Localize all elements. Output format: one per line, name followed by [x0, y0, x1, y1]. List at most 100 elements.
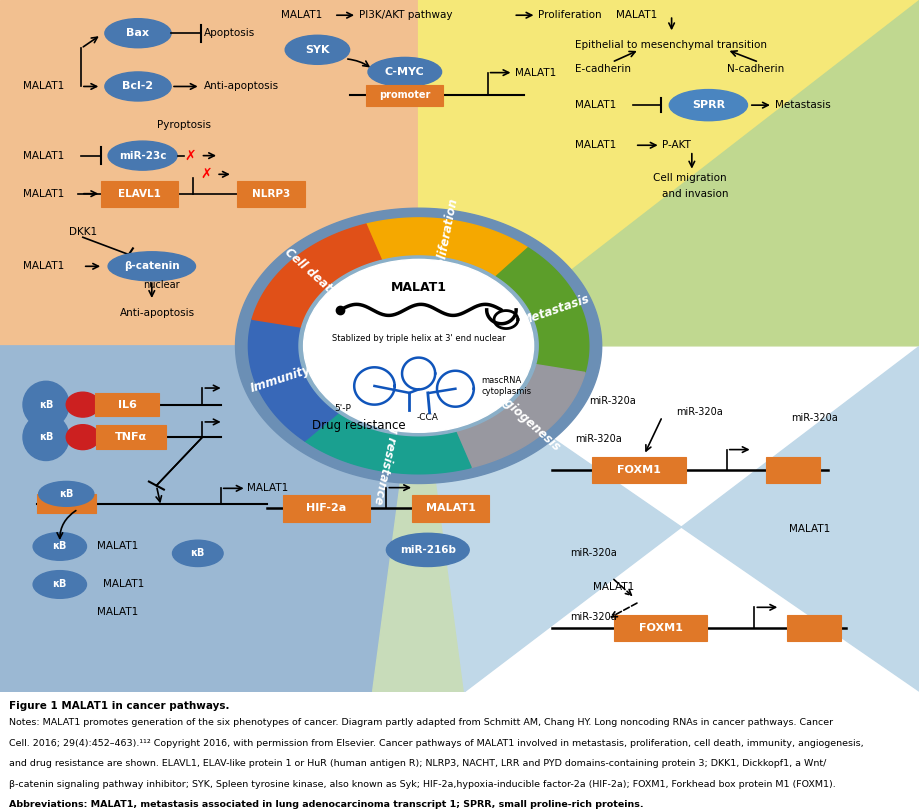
Text: Pyroptosis: Pyroptosis — [157, 120, 210, 129]
FancyBboxPatch shape — [787, 615, 841, 642]
Text: MALAT1: MALAT1 — [616, 11, 657, 20]
FancyBboxPatch shape — [283, 495, 369, 522]
FancyBboxPatch shape — [96, 426, 165, 449]
Text: Drug resistance: Drug resistance — [312, 419, 405, 432]
Text: MALAT1: MALAT1 — [96, 607, 138, 617]
Text: Proliferation: Proliferation — [432, 197, 460, 281]
Ellipse shape — [669, 90, 747, 121]
Text: Apoptosis: Apoptosis — [204, 28, 255, 38]
Text: κB: κB — [59, 489, 74, 499]
Text: Proliferation: Proliferation — [538, 11, 601, 20]
FancyBboxPatch shape — [96, 393, 159, 417]
Text: miR-216b: miR-216b — [400, 545, 455, 555]
Text: β-catenin signaling pathway inhibitor; SYK, Spleen tyrosine kinase, also known a: β-catenin signaling pathway inhibitor; S… — [9, 780, 835, 789]
Text: Cell migration: Cell migration — [652, 173, 726, 184]
Text: miR-320a: miR-320a — [574, 434, 621, 444]
Text: miR-320a: miR-320a — [588, 396, 635, 406]
Text: Drug resistance: Drug resistance — [370, 400, 405, 505]
Ellipse shape — [368, 57, 441, 87]
Circle shape — [303, 260, 533, 432]
Polygon shape — [418, 346, 919, 692]
Ellipse shape — [23, 381, 69, 428]
Text: MALAT1: MALAT1 — [593, 582, 634, 591]
Text: Immunity: Immunity — [249, 363, 312, 396]
Text: SPRR: SPRR — [691, 100, 724, 110]
Text: κB: κB — [190, 549, 205, 558]
Polygon shape — [0, 0, 418, 692]
Text: DKK1: DKK1 — [69, 227, 96, 237]
Ellipse shape — [386, 533, 469, 566]
Polygon shape — [235, 208, 601, 484]
Text: MALAT1: MALAT1 — [425, 503, 475, 514]
Text: MALAT1: MALAT1 — [391, 281, 446, 294]
Polygon shape — [455, 365, 584, 468]
FancyBboxPatch shape — [37, 493, 96, 513]
Text: and drug resistance are shown. ELAVL1, ELAV-like protein 1 or HuR (human antigen: and drug resistance are shown. ELAVL1, E… — [9, 759, 825, 769]
Ellipse shape — [66, 425, 99, 450]
Ellipse shape — [66, 392, 99, 417]
Text: PI3K/AKT pathway: PI3K/AKT pathway — [358, 11, 452, 20]
Ellipse shape — [108, 252, 196, 281]
Text: MALAT1: MALAT1 — [246, 483, 288, 493]
Text: nuclear: nuclear — [142, 280, 179, 290]
Text: miR-320a: miR-320a — [675, 407, 722, 417]
FancyBboxPatch shape — [366, 85, 443, 106]
Polygon shape — [418, 0, 919, 346]
Text: HIF-2a: HIF-2a — [306, 503, 346, 514]
Polygon shape — [418, 0, 919, 346]
Text: SYK: SYK — [305, 44, 329, 55]
Text: mascRNA
cytoplasmis: mascRNA cytoplasmis — [481, 376, 530, 396]
FancyBboxPatch shape — [592, 457, 686, 484]
Text: MALAT1: MALAT1 — [789, 524, 830, 534]
FancyBboxPatch shape — [613, 615, 707, 642]
Text: Metastasis: Metastasis — [519, 293, 591, 328]
Ellipse shape — [285, 36, 349, 65]
Text: κB: κB — [39, 400, 53, 409]
Text: Cell death: Cell death — [281, 246, 340, 300]
Text: MALAT1: MALAT1 — [96, 541, 138, 552]
Ellipse shape — [105, 72, 171, 101]
Polygon shape — [0, 346, 418, 692]
Polygon shape — [366, 218, 528, 277]
Text: miR-320a: miR-320a — [570, 612, 617, 622]
Polygon shape — [299, 256, 538, 436]
Text: MALAT1: MALAT1 — [515, 68, 556, 78]
Text: C-MYC: C-MYC — [384, 67, 425, 77]
Text: 5'-P: 5'-P — [335, 404, 351, 413]
Text: κB: κB — [52, 541, 67, 552]
Text: Cell. 2016; 29(4):452–463).¹¹² Copyright 2016, with permission from Elsevier. Ca: Cell. 2016; 29(4):452–463).¹¹² Copyright… — [9, 739, 863, 748]
Text: N-cadherin: N-cadherin — [726, 64, 783, 74]
Text: MALAT1: MALAT1 — [23, 150, 64, 161]
Text: Metastasis: Metastasis — [774, 100, 830, 110]
Text: Figure 1 MALAT1 in cancer pathways.: Figure 1 MALAT1 in cancer pathways. — [9, 701, 230, 711]
Text: miR-320a: miR-320a — [790, 413, 837, 423]
Text: and invasion: and invasion — [662, 188, 728, 199]
Text: Angiogenesis: Angiogenesis — [488, 384, 563, 453]
Text: Notes: MALAT1 promotes generation of the six phenotypes of cancer. Diagram partl: Notes: MALAT1 promotes generation of the… — [9, 718, 833, 727]
Text: NLRP3: NLRP3 — [252, 188, 290, 199]
FancyBboxPatch shape — [766, 457, 820, 484]
Ellipse shape — [33, 570, 86, 599]
Text: Stablized by triple helix at 3' end nuclear: Stablized by triple helix at 3' end nucl… — [332, 334, 505, 344]
FancyBboxPatch shape — [101, 180, 178, 207]
Text: E-cadherin: E-cadherin — [574, 64, 630, 74]
Text: Bax: Bax — [127, 28, 149, 38]
Ellipse shape — [108, 141, 177, 170]
Text: MALAT1: MALAT1 — [23, 261, 64, 271]
Text: MALAT1: MALAT1 — [280, 11, 322, 20]
Polygon shape — [304, 413, 471, 474]
Text: MALAT1: MALAT1 — [103, 579, 144, 590]
Ellipse shape — [23, 414, 69, 460]
Text: TNFα: TNFα — [115, 432, 146, 443]
FancyBboxPatch shape — [412, 495, 489, 522]
Ellipse shape — [33, 532, 86, 561]
Polygon shape — [372, 346, 464, 692]
Text: β-catenin: β-catenin — [124, 261, 179, 271]
Text: promoter: promoter — [379, 91, 430, 100]
Ellipse shape — [173, 540, 223, 566]
Text: MALAT1: MALAT1 — [23, 188, 64, 199]
Text: ✗: ✗ — [200, 167, 212, 181]
Text: Bcl-2: Bcl-2 — [122, 82, 153, 91]
Text: Anti-apoptosis: Anti-apoptosis — [204, 82, 279, 91]
Text: Epithelial to mesenchymal transition: Epithelial to mesenchymal transition — [574, 40, 766, 50]
